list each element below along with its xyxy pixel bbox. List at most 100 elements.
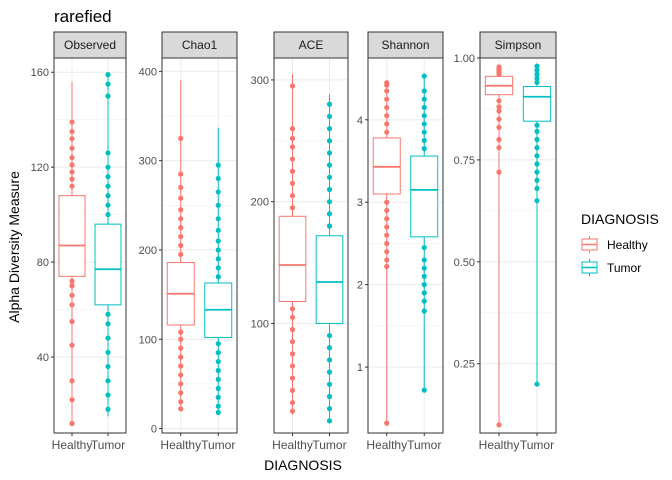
outlier-point [326,101,333,107]
outlier-point [289,168,296,174]
y-tick-label: 160 [31,67,49,79]
box-healthy [166,80,195,412]
outlier-point [421,73,427,79]
outlier-point [534,128,540,134]
outlier-point [215,227,221,233]
outlier-point [289,363,296,369]
outlier-point [496,116,502,122]
outlier-point [534,177,540,183]
outlier-point [496,422,502,428]
y-tick-label: 40 [37,352,49,364]
outlier-point [534,71,540,77]
outlier-point [496,136,502,143]
outlier-point [384,249,390,255]
outlier-point [289,387,296,393]
outlier-point [105,93,111,99]
outlier-point [215,358,221,365]
outlier-point [178,225,184,231]
outlier-point [421,265,427,271]
outlier-point [215,202,221,208]
outlier-point [69,397,75,403]
outlier-point [69,145,75,151]
outlier-point [421,146,427,152]
outlier-point [326,150,333,156]
outlier-point [178,372,184,378]
facet-chao1: Chao1 0 100 200 300 400 Healthy Tumor [139,31,238,452]
outlier-point [534,67,540,73]
outlier-point [326,199,333,205]
outlier-point [384,216,390,222]
outlier-point [496,145,502,151]
outlier-point [69,420,75,427]
outlier-point [326,174,333,180]
panel-border [479,57,557,434]
y-tick-label: 0.75 [454,155,475,167]
outlier-point [534,198,540,204]
outlier-point [326,393,333,400]
outlier-point [289,126,296,132]
outlier-point [421,257,427,263]
box-iqr [94,223,122,306]
outlier-point [421,121,427,127]
outlier-point [326,113,333,120]
outlier-point [534,169,540,175]
outlier-point [105,164,111,170]
outlier-point [215,403,221,409]
legend-title: DIAGNOSIS [581,211,659,227]
y-tick-label: 0.50 [454,257,475,269]
outlier-point [421,129,427,135]
outlier-point [105,193,111,199]
outlier-point [421,387,427,393]
outlier-point [384,199,390,205]
panel-border [367,57,444,434]
chart-title: rarefied [54,7,112,26]
outlier-point [421,298,427,304]
outlier-point [178,251,184,258]
outlier-point [215,341,221,347]
outlier-point [496,64,502,70]
facet-label: Observed [64,38,116,52]
outlier-point [326,211,333,217]
box-tumor [94,72,122,417]
outlier-point [534,75,540,81]
outlier-point [215,350,221,356]
y-tick-label: 300 [139,156,157,168]
outlier-point [69,342,75,348]
outlier-point [105,202,111,208]
outlier-point [326,406,333,412]
outlier-point [178,354,184,360]
box-iqr [410,155,439,238]
outlier-point [215,189,221,195]
outlier-point [289,408,296,414]
outlier-point [534,161,540,167]
y-tick-label: 400 [139,66,157,78]
outlier-point [178,381,184,387]
facet-label: Simpson [495,38,542,52]
box-iqr [522,86,552,122]
outlier-point [289,399,296,406]
y-tick-label: 0.25 [454,359,475,371]
outlier-point [105,174,111,180]
panel-border [53,57,127,434]
y-tick-label: 2 [357,280,363,292]
outlier-point [215,265,221,271]
outlier-point [178,345,184,351]
outlier-point [496,124,502,130]
x-tick-label: Tumor [201,438,235,452]
outlier-point [178,184,184,191]
legend-item-label: Tumor [607,261,641,275]
outlier-point [69,302,75,308]
outlier-point [326,357,333,363]
outlier-point [178,363,184,369]
outlier-point [289,314,296,320]
outlier-point [105,81,111,87]
plot-panel [368,58,443,433]
outlier-point [69,128,75,135]
outlier-point [215,409,221,416]
box-tumor [315,94,344,424]
outlier-point [289,83,296,89]
outlier-point [215,256,221,262]
box-healthy [58,81,86,427]
outlier-point [178,195,184,201]
outlier-point [326,332,333,339]
